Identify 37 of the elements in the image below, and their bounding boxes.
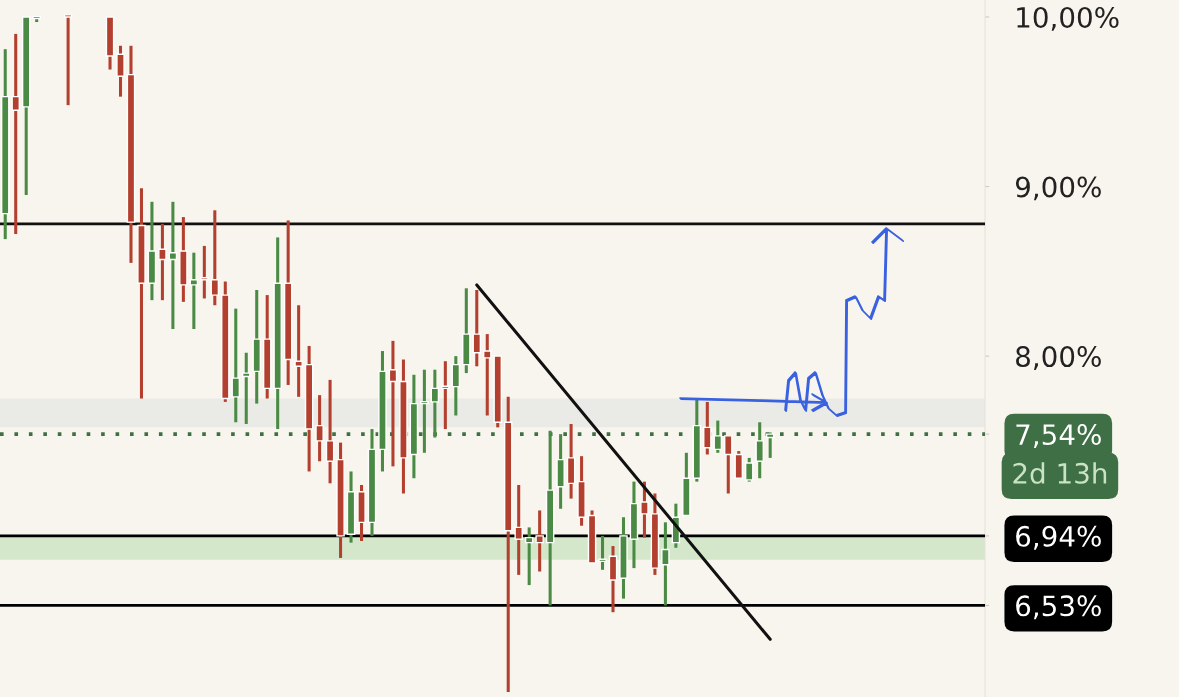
candlestick [430,369,440,438]
candlestick [441,361,450,431]
candlestick [514,485,523,575]
candlestick [325,378,335,484]
candlestick [11,32,20,235]
candlestick [210,210,220,306]
candlestick [744,456,754,482]
candlestick [713,420,723,453]
candlestick [294,305,303,397]
y-tick-label: 10,00% [1017,6,1119,31]
y-tick-label: 9,00% [1015,176,1101,201]
candlestick [703,400,712,455]
y-tick-label: 8,00% [1016,346,1101,370]
candlestick [168,200,178,329]
candlestick [598,534,607,570]
candlestick [388,339,398,467]
candlestick [640,481,649,538]
candlestick [158,222,167,302]
candlestick [472,289,482,367]
y-tick-label: 7,54% [1016,424,1101,448]
candlestick [661,522,670,606]
candlestick [241,352,251,424]
y-tick-label: 6,53% [1016,595,1101,620]
candlestick [765,432,775,458]
candlestick [231,308,241,423]
candlestick [451,356,461,416]
candlestick [200,244,209,299]
candlestick [608,546,618,614]
y-tick-label: 6,94% [1016,525,1101,550]
candlestick [189,252,199,329]
text: 2d 13h [1013,462,1107,484]
candlestick [420,369,429,453]
candlestick [524,527,534,587]
candlestick [535,510,544,572]
candlestick [315,395,324,462]
candlestick [755,422,764,480]
candlestick [116,44,125,97]
